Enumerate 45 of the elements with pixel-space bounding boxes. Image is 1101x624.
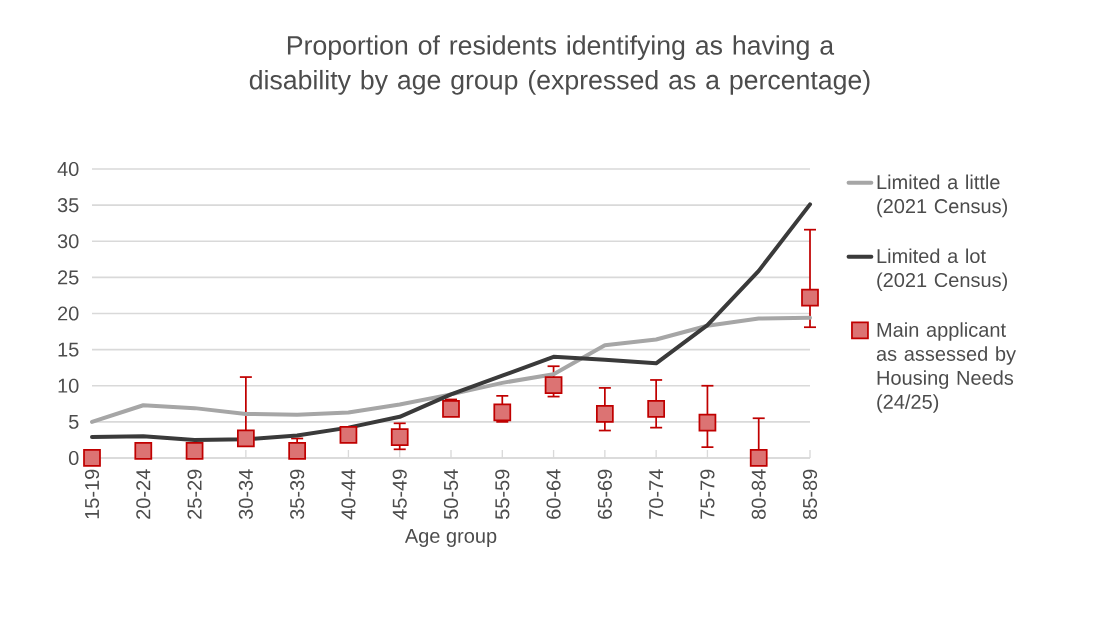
point xyxy=(647,399,666,418)
y-tick-label: 25 xyxy=(58,270,79,285)
point xyxy=(442,399,460,418)
x-tick-label: 55-59 xyxy=(495,469,510,520)
y-tick-label: 5 xyxy=(68,414,79,429)
x-tick-label: 65-69 xyxy=(597,469,612,519)
legend-label: Main applicant as assessed by Housing Needs (24/25) xyxy=(876,322,1016,413)
point xyxy=(749,449,768,467)
point xyxy=(83,449,101,467)
point xyxy=(236,429,255,448)
x-tick-label: 60-64 xyxy=(546,469,561,519)
line-series xyxy=(90,315,812,424)
x-tick-label: 30-34 xyxy=(238,469,253,520)
x-tick-label: 20-24 xyxy=(136,469,151,519)
point xyxy=(493,403,512,422)
y-tick-label: 15 xyxy=(58,342,79,357)
x-tick-label: 25-29 xyxy=(187,469,202,519)
x-tick-label: 80-84 xyxy=(751,469,766,519)
x-tick-label: 35-39 xyxy=(290,469,305,520)
x-tick-label: 45-49 xyxy=(392,469,407,520)
legend-label: Limited a little (2021 Census) xyxy=(877,174,1008,218)
point xyxy=(134,441,153,460)
x-axis-title: Age group xyxy=(404,529,497,547)
x-tick-label: 15-19 xyxy=(84,469,100,519)
x-tick-label: 85-89 xyxy=(802,469,818,519)
y-tick-label: 10 xyxy=(58,378,79,393)
y-tick-label: 0 xyxy=(68,450,79,466)
x-tick-label: 75-79 xyxy=(700,469,715,519)
chart-title: Proportion of residents identifying as having a disability by age group (expressed as a percentage) xyxy=(249,35,870,95)
y-tick-label: 20 xyxy=(58,306,79,321)
point xyxy=(698,413,717,432)
y-tick-label: 30 xyxy=(57,234,79,249)
point xyxy=(390,428,409,446)
y-tick-label: 40 xyxy=(57,161,79,177)
x-tick-label: 40-44 xyxy=(341,469,356,520)
point xyxy=(801,288,819,307)
point xyxy=(544,376,563,394)
point xyxy=(185,441,204,460)
x-tick-label: 50-54 xyxy=(443,469,459,520)
y-tick-label: 35 xyxy=(57,198,79,213)
point xyxy=(288,441,307,460)
legend-label: Limited a lot (2021 Census) xyxy=(877,248,1008,292)
point xyxy=(595,405,614,423)
x-tick-label: 70-74 xyxy=(649,469,664,519)
point xyxy=(339,426,358,444)
